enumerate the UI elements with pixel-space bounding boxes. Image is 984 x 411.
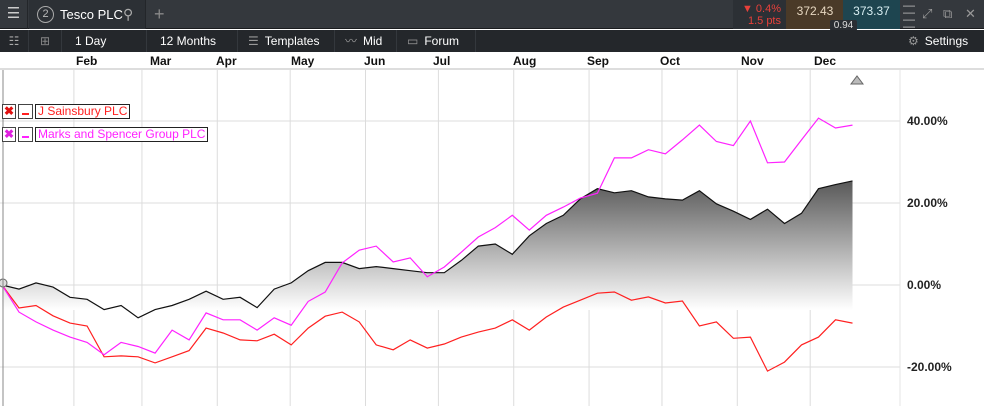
line-chart-icon: 〰: [345, 34, 358, 48]
settings-button[interactable]: ⚙ Settings: [908, 30, 968, 52]
line-style-swatch[interactable]: [18, 103, 33, 119]
search-icon[interactable]: ⚲: [123, 6, 134, 22]
maximize-icon[interactable]: ⤢: [922, 6, 933, 21]
x-tick: May: [291, 54, 315, 68]
tab-tesco[interactable]: 2 Tesco PLC ⚲: [29, 0, 146, 29]
x-tick: Sep: [587, 54, 610, 68]
close-x-icon[interactable]: ✖: [2, 126, 16, 142]
series-line-marks-and-spencer-group-plc: [1, 117, 853, 356]
hamburger-icon[interactable]: ☰: [0, 0, 28, 29]
settings-label: Settings: [924, 34, 969, 48]
sliders-icon: ☰: [248, 34, 259, 48]
link-group-badge[interactable]: 2: [37, 6, 54, 23]
top-bar: ☰ 2 Tesco PLC ⚲ + ▼ 0.4% 1.5 pts 372.43 3…: [0, 0, 984, 33]
scroll-up-triangle-icon[interactable]: [850, 75, 864, 85]
popout-icon[interactable]: ⧉: [943, 6, 953, 21]
series-line-tesco-plc: [1, 180, 853, 319]
gear-icon: ⚙: [908, 34, 919, 48]
x-tick: Jun: [364, 54, 386, 68]
forum-label: Forum: [424, 34, 460, 48]
list-icon[interactable]: ☷: [0, 30, 29, 52]
y-tick: 0.00%: [907, 278, 942, 292]
bid-price-button[interactable]: 372.43: [786, 0, 844, 29]
x-tick: Aug: [513, 54, 537, 68]
x-tick: Dec: [814, 54, 837, 68]
x-tick: Apr: [216, 54, 237, 68]
price-type-button[interactable]: 〰 Mid: [335, 30, 397, 52]
chart-area[interactable]: 40.00% 20.00% 0.00% -20.00% ✖ J Sainsbur…: [0, 70, 984, 406]
series-line-j-sainsbury-plc: [1, 284, 853, 372]
change-percent: ▼ 0.4%: [741, 3, 781, 15]
close-x-icon[interactable]: ✖: [2, 103, 16, 119]
x-tick: Nov: [741, 54, 764, 68]
templates-label: Templates: [264, 34, 320, 48]
comparison-chart[interactable]: [0, 70, 984, 406]
layout-grid-icon[interactable]: ⊞: [29, 30, 62, 52]
drag-handle-icon[interactable]: — — — —: [903, 0, 915, 33]
y-tick: -20.00%: [907, 360, 952, 374]
change-points: 1.5 pts: [747, 15, 781, 27]
spread-value: 0.94: [830, 20, 857, 31]
chart-toolbar: ☷ ⊞ 1 Day 12 Months ☰ Templates 〰 Mid ▭ For…: [0, 30, 984, 52]
speech-bubble-icon: ▭: [407, 34, 419, 48]
forum-button[interactable]: ▭ Forum: [397, 30, 476, 52]
legend-item: ✖ J Sainsbury PLC: [2, 103, 131, 119]
instrument-title: Tesco PLC: [60, 7, 123, 22]
price-type-label: Mid: [363, 34, 383, 48]
month-axis: Feb Mar Apr May Jun Jul Aug Sep Oct Nov …: [0, 52, 984, 70]
x-tick: Oct: [660, 54, 681, 68]
x-tick: Feb: [76, 54, 98, 68]
tesco-area-fill: [2, 180, 853, 318]
legend-item: ✖ Marks and Spencer Group PLC: [2, 126, 209, 142]
templates-button[interactable]: ☰ Templates: [238, 30, 335, 52]
price-change: ▼ 0.4% 1.5 pts: [733, 0, 787, 29]
y-tick: 40.00%: [907, 114, 948, 128]
legend-label[interactable]: J Sainsbury PLC: [35, 103, 131, 119]
x-tick: Jul: [433, 54, 451, 68]
range-dropdown[interactable]: 12 Months: [147, 30, 238, 52]
x-tick: Mar: [150, 54, 172, 68]
y-tick: 20.00%: [907, 196, 948, 210]
close-icon[interactable]: ✕: [965, 6, 976, 21]
line-style-swatch[interactable]: [18, 126, 33, 142]
plus-icon[interactable]: +: [154, 4, 165, 24]
legend-label[interactable]: Marks and Spencer Group PLC: [35, 126, 209, 142]
interval-dropdown[interactable]: 1 Day: [62, 30, 147, 52]
